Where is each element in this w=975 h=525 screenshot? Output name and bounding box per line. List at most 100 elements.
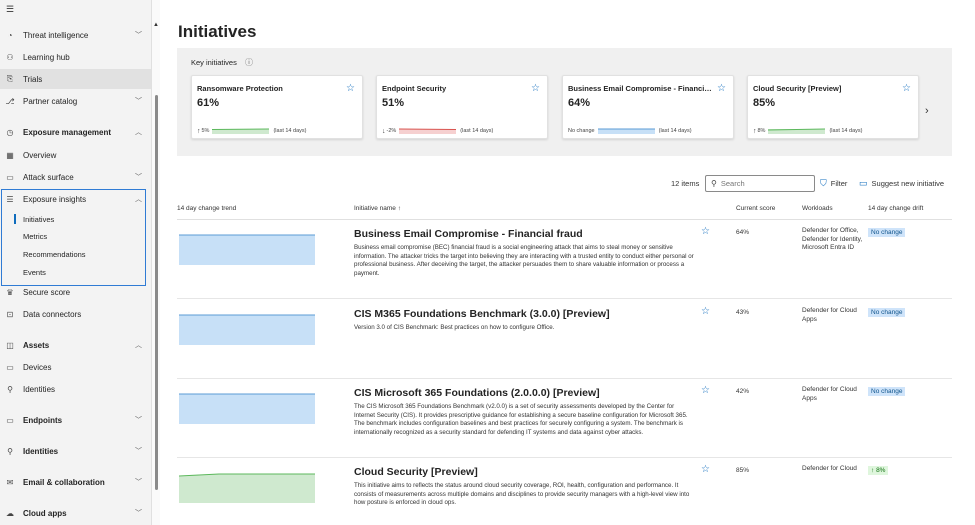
nav-exposure-management[interactable]: ◷ Exposure management ︿ xyxy=(0,122,151,142)
filter-button[interactable]: ⛉ Filter xyxy=(820,178,847,189)
main-content: Initiatives Key initiatives ⓘ Ransomware… xyxy=(160,0,975,525)
chevron-up-icon: ︿ xyxy=(135,196,142,203)
nav-data-connectors[interactable]: ⊡ Data connectors xyxy=(0,304,151,324)
nav-attack-surface[interactable]: ▭ Attack surface ﹀ xyxy=(0,167,151,187)
scrollbar-thumb[interactable] xyxy=(155,95,158,490)
nav-label: Trials xyxy=(23,74,43,84)
star-icon[interactable]: ☆ xyxy=(531,83,540,94)
search-box[interactable]: ⚲ xyxy=(705,175,815,192)
trend-chart xyxy=(179,393,315,424)
card-delta: 5% xyxy=(201,128,210,134)
initiative-card[interactable]: Cloud Security [Preview] ☆ 85% ↑ 8% (las… xyxy=(747,75,919,139)
nav-identities-section[interactable]: ⚲ Identities ﹀ xyxy=(0,441,151,461)
filter-icon: ⛉ xyxy=(820,178,827,188)
nav-trials[interactable]: ⎘ Trials xyxy=(0,69,151,89)
star-icon[interactable]: ☆ xyxy=(346,83,355,94)
overview-icon: ▦ xyxy=(6,150,14,160)
search-input[interactable] xyxy=(720,179,806,188)
nav-endpoints[interactable]: ▭ Endpoints ﹀ xyxy=(0,410,151,430)
filter-label: Filter xyxy=(830,179,848,188)
nav-devices[interactable]: ▭ Devices xyxy=(0,357,151,377)
suggest-initiative-button[interactable]: ▭ Suggest new initiative xyxy=(859,178,944,189)
card-footer: ↓ -2% (last 14 days) xyxy=(382,126,547,136)
card-value: 64% xyxy=(568,97,591,109)
column-header-score[interactable]: Current score xyxy=(736,205,776,212)
nav-label: Devices xyxy=(23,362,52,372)
table-row[interactable]: Cloud Security [Preview] This initiative… xyxy=(177,458,952,525)
initiative-card[interactable]: Endpoint Security ☆ 51% ↓ -2% (last 14 d… xyxy=(376,75,548,139)
info-icon[interactable]: ⓘ xyxy=(245,58,253,67)
nav-partner-catalog[interactable]: ⎇ Partner catalog ﹀ xyxy=(0,91,151,111)
items-count: 12 items xyxy=(671,179,700,188)
nav-cloud-apps[interactable]: ☁ Cloud apps ﹀ xyxy=(0,503,151,523)
table-row[interactable]: CIS M365 Foundations Benchmark (3.0.0) [… xyxy=(177,300,952,379)
page-title: Initiatives xyxy=(178,22,257,41)
initiative-card[interactable]: Ransomware Protection ☆ 61% ↑ 5% (last 1… xyxy=(191,75,363,139)
star-icon[interactable]: ☆ xyxy=(701,226,710,237)
initiative-name[interactable]: Business Email Compromise - Financial fr… xyxy=(354,228,583,240)
nav-label: Exposure management xyxy=(23,127,112,137)
nav-label: Cloud apps xyxy=(23,508,67,518)
drift-badge: No change xyxy=(868,387,906,396)
card-value: 61% xyxy=(197,97,220,109)
initiative-card[interactable]: Business Email Compromise - Financial fr… xyxy=(562,75,734,139)
column-header-drift[interactable]: 14 day change drift xyxy=(868,205,924,212)
scroll-up-icon[interactable]: ▲ xyxy=(153,22,159,28)
card-title: Business Email Compromise - Financial fr… xyxy=(568,84,713,93)
workloads: Defender for Office, Defender for Identi… xyxy=(802,227,863,252)
star-icon[interactable]: ☆ xyxy=(701,306,710,317)
nav-email-collaboration[interactable]: ✉ Email & collaboration ﹀ xyxy=(0,472,151,492)
nav-exposure-insights[interactable]: ☰ Exposure insights ︿ xyxy=(0,189,151,209)
initiative-name[interactable]: CIS M365 Foundations Benchmark (3.0.0) [… xyxy=(354,308,610,320)
chevron-down-icon: ﹀ xyxy=(135,510,142,517)
nav-recommendations[interactable]: Recommendations xyxy=(0,246,151,263)
current-score: 85% xyxy=(736,467,750,474)
column-header-name[interactable]: Initiative name ↑ xyxy=(354,205,401,212)
drift-value: 8% xyxy=(876,467,886,474)
identities-section-icon: ⚲ xyxy=(7,446,13,456)
star-icon[interactable]: ☆ xyxy=(902,83,911,94)
star-icon[interactable]: ☆ xyxy=(701,385,710,396)
email-collaboration-icon: ✉ xyxy=(6,477,14,487)
nav-initiatives[interactable]: Initiatives xyxy=(0,211,151,228)
nav-label: Identities xyxy=(23,446,59,456)
nav-label: Data connectors xyxy=(23,309,82,319)
card-period: (last 14 days) xyxy=(273,128,307,134)
exposure-management-icon: ◷ xyxy=(6,127,14,137)
chevron-down-icon: ﹀ xyxy=(135,479,142,486)
nav-secure-score[interactable]: ♛ Secure score xyxy=(0,282,151,302)
nav-metrics[interactable]: Metrics xyxy=(0,228,151,245)
column-header-trend[interactable]: 14 day change trend xyxy=(177,205,237,212)
card-period: (last 14 days) xyxy=(829,128,863,134)
attack-surface-icon: ▭ xyxy=(6,172,14,182)
table-row[interactable]: Business Email Compromise - Financial fr… xyxy=(177,220,952,299)
card-footer: ↑ 8% (last 14 days) xyxy=(753,126,918,136)
star-icon[interactable]: ☆ xyxy=(701,464,710,475)
nav-assets[interactable]: ◫ Assets ︿ xyxy=(0,335,151,355)
nav-label: Recommendations xyxy=(23,250,86,259)
chevron-right-icon[interactable]: › xyxy=(925,105,929,117)
secure-score-icon: ♛ xyxy=(6,287,14,297)
table-row[interactable]: CIS Microsoft 365 Foundations (2.0.0.0) … xyxy=(177,379,952,458)
key-initiatives-panel: Key initiatives ⓘ Ransomware Protection … xyxy=(177,48,952,156)
initiative-name[interactable]: CIS Microsoft 365 Foundations (2.0.0.0) … xyxy=(354,387,600,399)
arrow-up-icon: ↑ xyxy=(753,127,757,135)
workloads: Defender for Cloud Apps xyxy=(802,307,857,323)
partner-catalog-icon: ⎇ xyxy=(5,96,15,106)
nav-threat-intelligence[interactable]: ◔ Threat intelligence ﹀ xyxy=(0,25,151,45)
nav-events[interactable]: Events xyxy=(0,264,151,281)
nav-label: Partner catalog xyxy=(23,96,78,106)
nav-identities[interactable]: ⚲ Identities xyxy=(0,379,151,399)
initiative-description: This initiative aims to reflects the sta… xyxy=(354,482,690,507)
nav-label: Secure score xyxy=(23,287,71,297)
exposure-insights-group xyxy=(1,189,146,286)
column-header-workloads[interactable]: Workloads xyxy=(802,205,833,212)
current-score: 42% xyxy=(736,388,750,395)
initiative-description: Version 3.0 of CIS Benchmark: Best pract… xyxy=(354,324,555,331)
hamburger-menu-icon[interactable]: ☰ xyxy=(6,4,15,14)
nav-label: Events xyxy=(23,268,46,277)
nav-overview[interactable]: ▦ Overview xyxy=(0,145,151,165)
initiative-name[interactable]: Cloud Security [Preview] xyxy=(354,466,478,478)
nav-learning-hub[interactable]: ⚇ Learning hub xyxy=(0,47,151,67)
star-icon[interactable]: ☆ xyxy=(717,83,726,94)
